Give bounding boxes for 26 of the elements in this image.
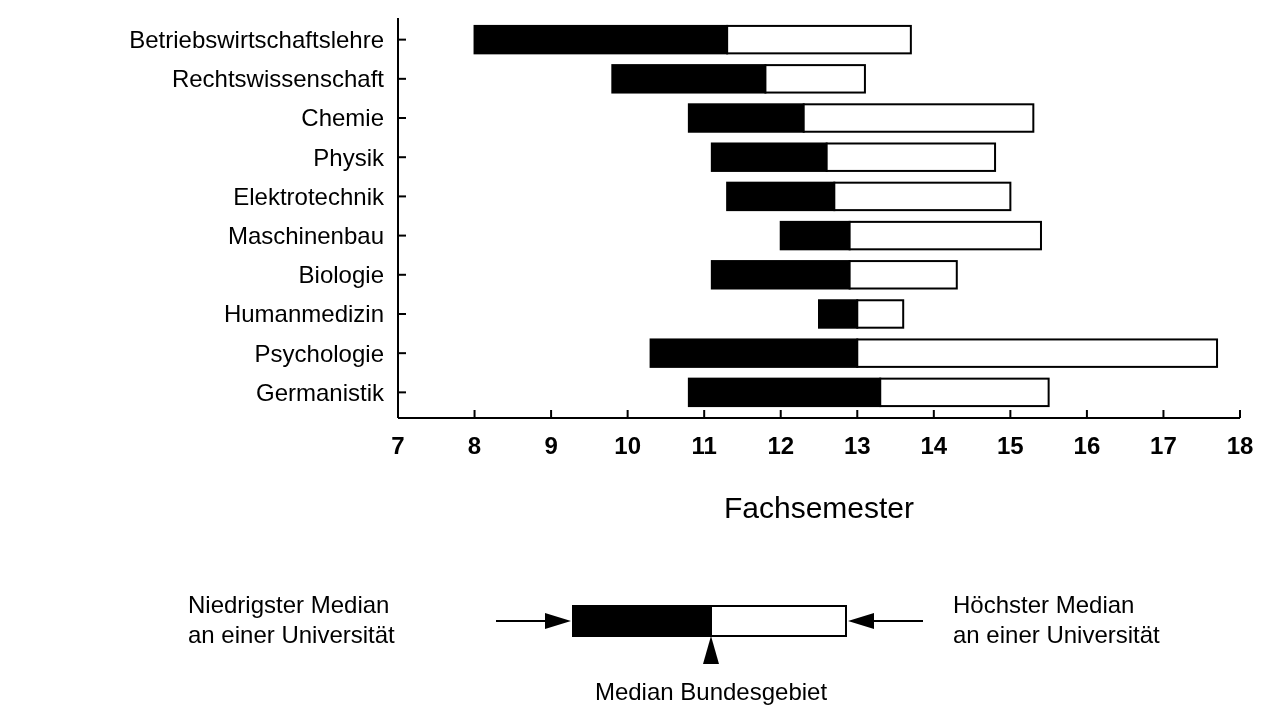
y-tick-label: Biologie — [298, 261, 384, 289]
x-tick-label: 17 — [1150, 432, 1177, 459]
x-tick-label: 9 — [544, 432, 558, 459]
x-tick-label: 8 — [467, 432, 482, 459]
x-tick-label: 12 — [767, 432, 795, 459]
x-tick-label: 11 — [691, 432, 717, 459]
x-tick-label: 16 — [1073, 432, 1101, 459]
y-tick-label: Elektrotechnik — [233, 182, 385, 210]
text: Median Bundesgebiet — [594, 678, 828, 705]
x-tick-label: 10 — [614, 432, 641, 459]
y-tick-label: Betriebswirtschaftslehre — [129, 26, 384, 54]
y-tick-label: Chemie — [301, 104, 384, 132]
y-tick-label: Psychologie — [254, 339, 384, 367]
x-axis-title: Fachsemester — [723, 491, 915, 524]
y-tick-label: Rechtswissenschaft — [171, 65, 385, 93]
y-tick-label: Maschinenbau — [227, 222, 384, 249]
x-tick-label: 7 — [391, 432, 405, 459]
x-tick-label: 15 — [997, 432, 1024, 459]
x-tick-label: 13 — [843, 432, 871, 459]
text: Höchster Median an einer Universität — [953, 591, 1161, 648]
text: Niedrigster Median an einer Universität — [188, 591, 396, 648]
x-tick-label: 14 — [920, 432, 948, 459]
y-tick-label: Physik — [313, 143, 385, 171]
x-tick-label: 18 — [1226, 432, 1254, 459]
y-tick-label: Humanmedizin — [223, 300, 384, 328]
y-tick-label: Germanistik — [255, 378, 385, 406]
